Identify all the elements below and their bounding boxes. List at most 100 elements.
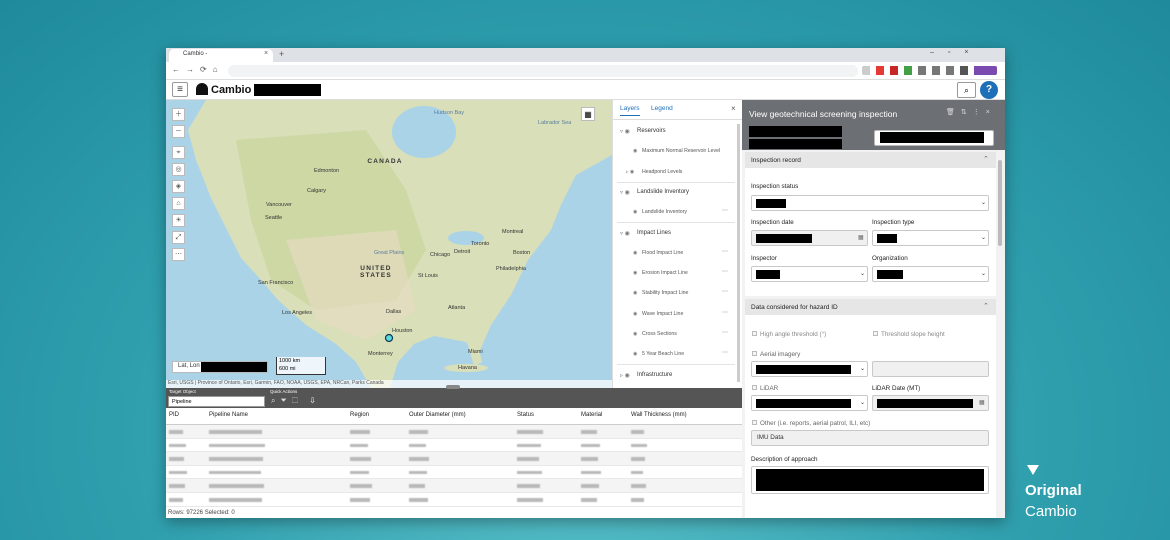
target-select[interactable]: Pipeline xyxy=(168,396,265,407)
address-bar[interactable] xyxy=(228,65,858,77)
search-button[interactable]: ⌕ xyxy=(957,82,976,98)
map-control[interactable]: ⋯ xyxy=(172,248,185,261)
map-control[interactable]: ⌖ xyxy=(172,146,185,159)
panel-header-icons[interactable]: 🗑⇅⋮× xyxy=(946,109,996,116)
layer-item-menu[interactable]: ⋯ xyxy=(722,248,728,255)
nav-buttons[interactable]: ←→⟳⌂ xyxy=(172,65,224,74)
layer-item[interactable]: Stability Impact Line xyxy=(642,290,689,297)
map-base xyxy=(188,100,612,388)
layer-group-toggle[interactable]: ▿ ◉ xyxy=(620,230,630,237)
column-header[interactable]: Wall Thickness (mm) xyxy=(631,412,687,418)
layer-group-line xyxy=(617,181,735,183)
tab-layers[interactable]: Layers xyxy=(620,105,640,116)
map-label: Dallas xyxy=(386,309,402,315)
layer-item-eye[interactable]: ◉ xyxy=(633,290,638,297)
layer-group-toggle[interactable]: ▿ ◉ xyxy=(620,189,630,196)
section-chevron[interactable]: ⌃ xyxy=(983,303,989,310)
extensions xyxy=(862,66,997,75)
map-control[interactable]: ☀ xyxy=(172,214,185,227)
layer-item-menu[interactable]: ⋯ xyxy=(722,269,728,276)
layer-item-eye[interactable]: ◉ xyxy=(633,351,638,358)
layer-group[interactable]: Reservoirs xyxy=(637,128,666,134)
checkbox[interactable] xyxy=(873,331,878,336)
layer-item-eye[interactable]: ◉ xyxy=(633,209,638,216)
layer-group-toggle[interactable]: ▿ ◉ xyxy=(620,129,630,135)
layer-item[interactable]: Flood Impact Line xyxy=(642,249,684,256)
layer-item-eye[interactable]: ◉ xyxy=(633,331,638,337)
layer-group[interactable]: Infrastructure xyxy=(637,371,673,378)
layer-item[interactable]: 5 Year Beach Line xyxy=(642,351,685,358)
section-chevron[interactable]: ⌃ xyxy=(983,156,989,163)
section-header[interactable] xyxy=(745,299,996,315)
new-tab[interactable]: + xyxy=(279,49,285,59)
layer-item[interactable]: Landslide Inventory xyxy=(642,209,687,216)
layer-item-menu[interactable]: ⋯ xyxy=(722,330,728,336)
layer-item-eye[interactable]: ◉ xyxy=(633,249,638,256)
map-control[interactable]: ＋ xyxy=(172,108,185,121)
table-row[interactable] xyxy=(166,479,742,493)
column-header[interactable]: Pipeline Name xyxy=(209,412,249,418)
checkbox[interactable] xyxy=(752,385,757,390)
layer-item-menu[interactable]: ⋯ xyxy=(722,309,728,316)
map-control[interactable]: － xyxy=(172,125,185,138)
checkbox[interactable] xyxy=(752,420,757,425)
quick-action-icons[interactable]: ⌕⏷⬚ ⇩ xyxy=(271,396,320,405)
select-arrow: ⌄ xyxy=(981,271,987,277)
checkbox[interactable] xyxy=(752,351,757,356)
layer-item-eye[interactable]: ◉ xyxy=(633,310,638,317)
section-header[interactable] xyxy=(745,152,996,168)
select-field[interactable] xyxy=(751,266,868,282)
layer-item[interactable]: Erosion Impact Line xyxy=(642,270,688,277)
tab-close[interactable]: × xyxy=(264,50,269,57)
layer-item-menu[interactable]: ⋯ xyxy=(722,289,728,296)
layer-group[interactable]: Impact Lines xyxy=(637,229,672,236)
help-button[interactable]: ? xyxy=(980,81,998,99)
layer-item[interactable]: Wave Impact Line xyxy=(642,310,684,317)
layer-item-menu[interactable]: ⋯ xyxy=(722,350,728,357)
input-field[interactable] xyxy=(751,430,989,446)
table-row[interactable] xyxy=(166,452,742,466)
map-label: Calgary xyxy=(307,188,326,194)
layer-item-eye[interactable]: ◉ xyxy=(633,148,638,155)
target-object-label: Target Object xyxy=(169,389,196,394)
layer-group-toggle[interactable]: ▹ ◉ xyxy=(620,372,630,379)
blurred-cell xyxy=(209,484,264,488)
select-field[interactable] xyxy=(751,195,989,211)
layer-item[interactable]: Maximum Normal Reservoir Level xyxy=(642,148,721,155)
column-header[interactable]: Status xyxy=(517,412,535,418)
tab-legend[interactable]: Legend xyxy=(651,105,673,112)
layer-item-menu[interactable]: ⋯ xyxy=(722,208,728,215)
checkbox[interactable] xyxy=(752,331,757,336)
column-header[interactable]: Region xyxy=(350,412,370,418)
redaction xyxy=(749,139,842,149)
menu-button[interactable]: ≡ xyxy=(172,82,188,97)
select-field[interactable] xyxy=(872,230,989,246)
map-control[interactable]: ◎ xyxy=(172,163,185,176)
column-header[interactable]: PID xyxy=(169,412,180,418)
map-control[interactable]: ◈ xyxy=(172,180,185,193)
table-row[interactable] xyxy=(166,425,742,439)
table-row[interactable] xyxy=(166,465,742,480)
panel-close[interactable]: × xyxy=(731,104,736,113)
scale-km: 1000 km xyxy=(279,358,301,364)
layer-group[interactable]: Landslide Inventory xyxy=(637,188,690,195)
redaction xyxy=(749,126,842,137)
map-control[interactable]: ⤢ xyxy=(172,231,185,244)
layer-item[interactable]: Cross Sections xyxy=(642,331,677,337)
blurred-cell xyxy=(409,443,426,448)
map[interactable]: CANADA Edmonton Calgary Vancouver Seattle Gre… xyxy=(166,100,612,388)
layer-item-eye[interactable]: ▹ ◉ xyxy=(626,168,635,175)
column-header[interactable]: Material xyxy=(581,412,603,418)
table-row[interactable] xyxy=(166,438,742,453)
layer-item[interactable]: Headpond Levels xyxy=(642,168,683,175)
map-control[interactable]: ⌂ xyxy=(172,197,185,210)
blurred-cell xyxy=(409,470,427,475)
input-field[interactable] xyxy=(872,361,989,377)
layer-item-eye[interactable]: ◉ xyxy=(633,270,638,277)
table-toolbar xyxy=(166,388,742,408)
column-header[interactable]: Outer Diameter (mm) xyxy=(409,412,466,418)
table-row[interactable] xyxy=(166,493,742,507)
basemap-button[interactable]: ▦ xyxy=(581,107,595,121)
map-label: Detroit xyxy=(454,249,471,255)
map-label: Miami xyxy=(468,349,483,355)
